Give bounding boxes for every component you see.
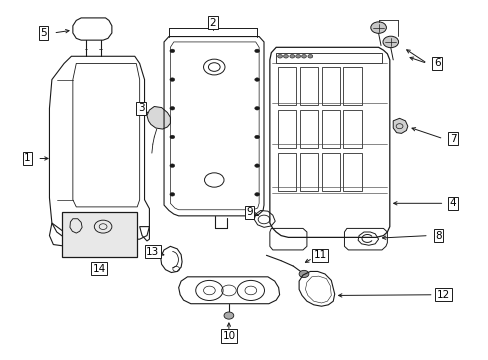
Circle shape	[169, 164, 174, 167]
Bar	[343, 153, 361, 191]
Circle shape	[254, 78, 259, 81]
Circle shape	[169, 78, 174, 81]
Circle shape	[254, 193, 259, 196]
Bar	[277, 153, 296, 191]
Bar	[343, 67, 361, 105]
Circle shape	[169, 107, 174, 110]
Circle shape	[169, 49, 174, 53]
Bar	[277, 67, 296, 105]
Bar	[277, 110, 296, 148]
Circle shape	[254, 135, 259, 139]
Text: 4: 4	[449, 198, 456, 208]
Polygon shape	[392, 118, 407, 134]
Bar	[299, 110, 318, 148]
Text: 5: 5	[40, 28, 47, 38]
Text: 6: 6	[433, 58, 440, 68]
Text: 10: 10	[222, 331, 235, 341]
Polygon shape	[147, 107, 170, 129]
Circle shape	[307, 54, 312, 58]
Bar	[299, 67, 318, 105]
Text: 1: 1	[24, 153, 31, 163]
Circle shape	[224, 312, 233, 319]
Circle shape	[169, 135, 174, 139]
Text: 3: 3	[138, 103, 144, 113]
Bar	[61, 212, 137, 257]
Circle shape	[370, 22, 386, 33]
Circle shape	[301, 54, 306, 58]
Bar	[321, 153, 339, 191]
Circle shape	[254, 164, 259, 167]
Circle shape	[295, 54, 300, 58]
Circle shape	[254, 49, 259, 53]
Text: 2: 2	[209, 18, 216, 28]
Text: 8: 8	[434, 231, 441, 240]
Circle shape	[289, 54, 294, 58]
Bar	[299, 153, 318, 191]
Text: 7: 7	[449, 134, 456, 144]
Circle shape	[277, 54, 282, 58]
Bar	[321, 110, 339, 148]
Circle shape	[254, 107, 259, 110]
Bar	[321, 67, 339, 105]
Circle shape	[299, 270, 308, 278]
Circle shape	[169, 193, 174, 196]
Bar	[343, 110, 361, 148]
Text: 11: 11	[313, 250, 326, 260]
Text: 9: 9	[245, 207, 252, 217]
Text: 14: 14	[92, 264, 105, 274]
Text: 13: 13	[146, 247, 159, 257]
Circle shape	[283, 54, 288, 58]
Text: 12: 12	[436, 290, 449, 300]
Circle shape	[382, 36, 398, 48]
Bar	[276, 53, 382, 63]
